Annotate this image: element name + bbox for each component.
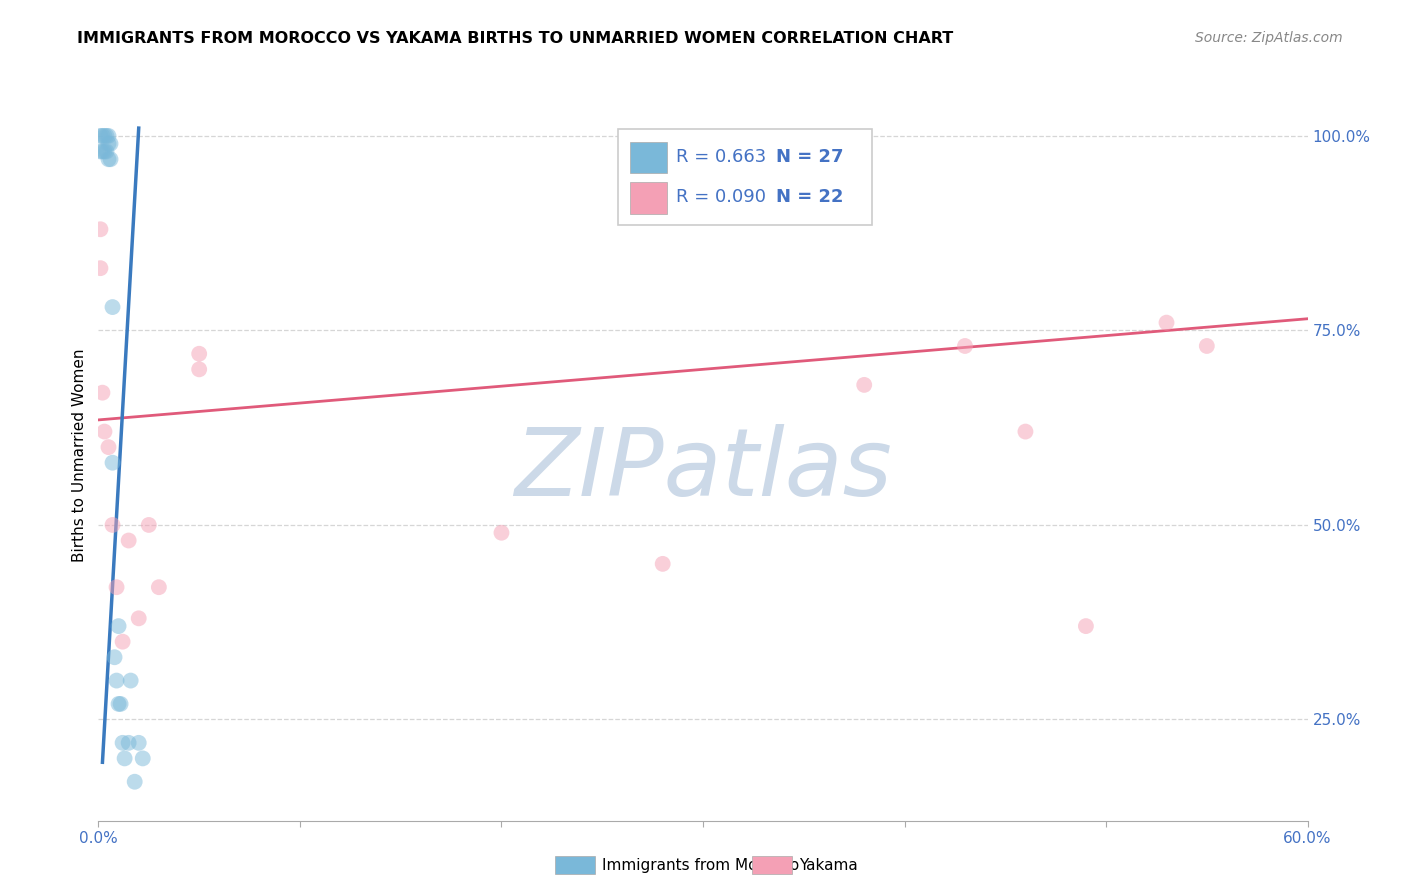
Point — [89, 261, 111, 276]
Point — [91, 145, 114, 159]
Point — [107, 619, 129, 633]
Point — [101, 300, 124, 314]
Point — [89, 128, 111, 143]
Point — [89, 222, 111, 236]
Point — [97, 128, 120, 143]
Point — [101, 518, 124, 533]
Text: R = 0.090: R = 0.090 — [676, 188, 766, 206]
Point — [103, 650, 125, 665]
Text: Source: ZipAtlas.com: Source: ZipAtlas.com — [1195, 31, 1343, 45]
Point — [1014, 425, 1036, 439]
Point — [120, 673, 142, 688]
Point — [105, 673, 128, 688]
Point — [1156, 316, 1178, 330]
Point — [101, 456, 124, 470]
Point — [491, 525, 513, 540]
Point — [96, 145, 118, 159]
Point — [110, 697, 132, 711]
Point — [97, 153, 120, 167]
Point — [105, 580, 128, 594]
Point — [111, 736, 134, 750]
Point — [953, 339, 976, 353]
FancyBboxPatch shape — [630, 142, 666, 173]
Text: N = 27: N = 27 — [776, 148, 844, 166]
Point — [93, 425, 115, 439]
Point — [97, 136, 120, 151]
Point — [853, 377, 876, 392]
Point — [188, 362, 211, 376]
FancyBboxPatch shape — [630, 182, 666, 213]
Text: Yakama: Yakama — [799, 858, 858, 872]
Point — [118, 736, 141, 750]
Text: N = 22: N = 22 — [776, 188, 844, 206]
Text: IMMIGRANTS FROM MOROCCO VS YAKAMA BIRTHS TO UNMARRIED WOMEN CORRELATION CHART: IMMIGRANTS FROM MOROCCO VS YAKAMA BIRTHS… — [77, 31, 953, 46]
Point — [91, 128, 114, 143]
Point — [118, 533, 141, 548]
Point — [128, 611, 150, 625]
Point — [89, 145, 111, 159]
Text: ZIPatlas: ZIPatlas — [515, 424, 891, 515]
Point — [93, 145, 115, 159]
Text: R = 0.663: R = 0.663 — [676, 148, 766, 166]
Text: Immigrants from Morocco: Immigrants from Morocco — [602, 858, 799, 872]
Point — [188, 347, 211, 361]
Point — [100, 136, 122, 151]
Point — [138, 518, 160, 533]
Point — [111, 634, 134, 648]
Point — [107, 697, 129, 711]
Point — [100, 153, 122, 167]
Point — [114, 751, 136, 765]
Point — [91, 385, 114, 400]
Y-axis label: Births to Unmarried Women: Births to Unmarried Women — [72, 348, 87, 562]
Point — [97, 440, 120, 454]
Point — [93, 128, 115, 143]
Point — [132, 751, 155, 765]
Point — [128, 736, 150, 750]
FancyBboxPatch shape — [619, 129, 872, 225]
Point — [651, 557, 673, 571]
Point — [124, 774, 146, 789]
Point — [1074, 619, 1097, 633]
Point — [96, 128, 118, 143]
Point — [1195, 339, 1218, 353]
Point — [148, 580, 170, 594]
